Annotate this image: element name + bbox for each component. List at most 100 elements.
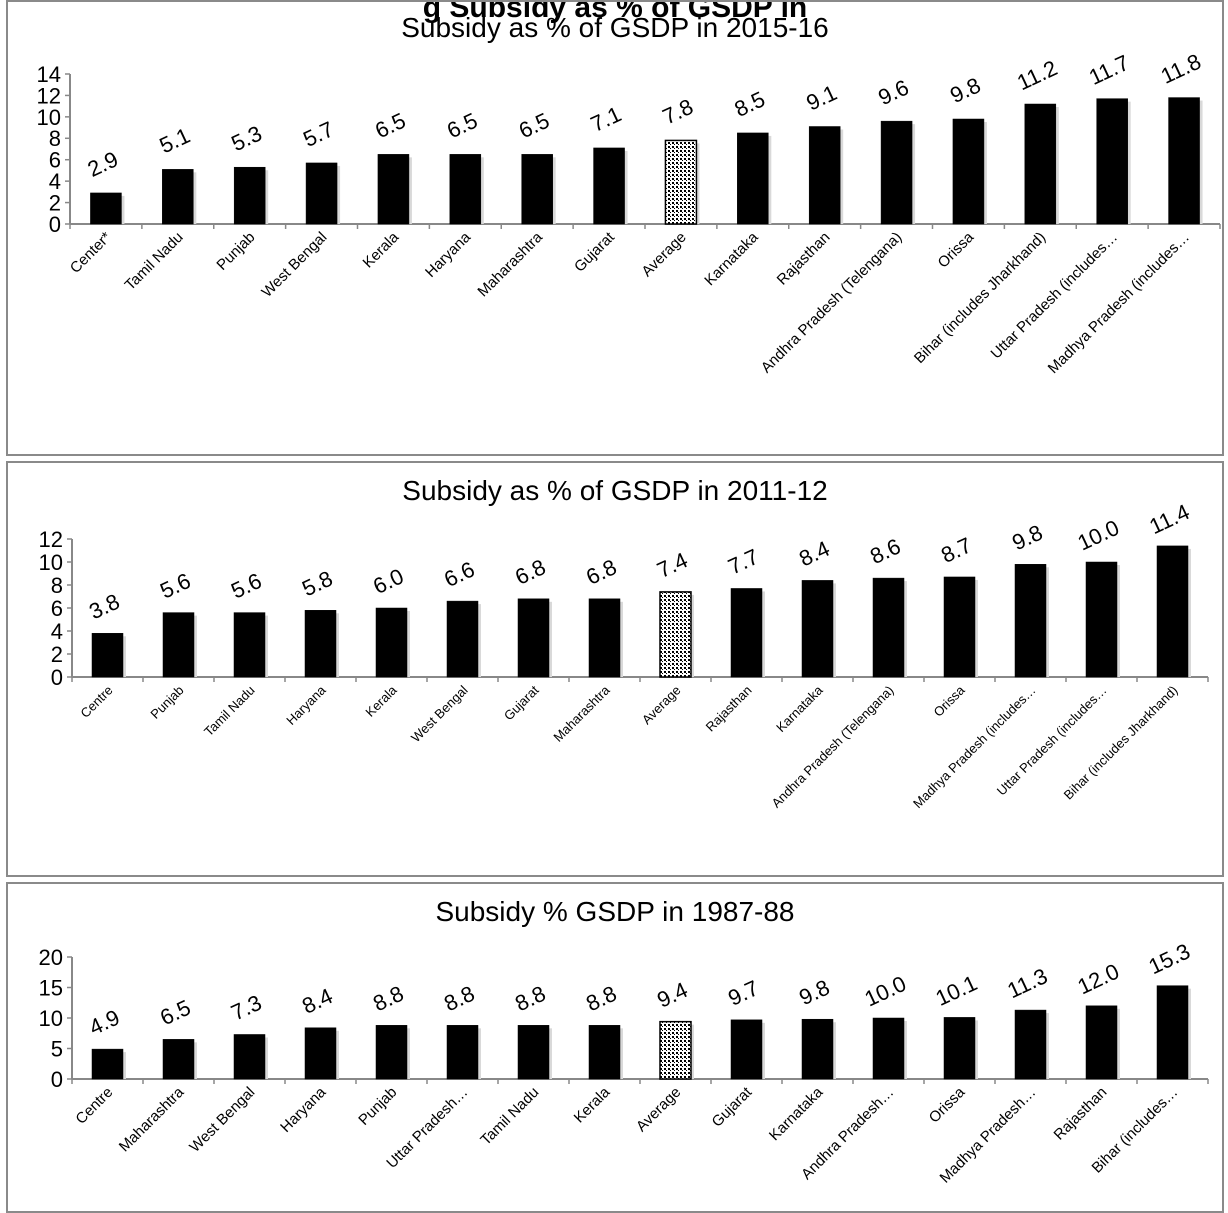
bar: [1085, 561, 1118, 678]
data-label: 11.7: [1085, 50, 1133, 90]
bar: [1014, 564, 1047, 678]
x-tick-label: Punjab: [213, 229, 258, 274]
bar: [952, 118, 985, 225]
bar: [521, 154, 553, 225]
data-label: 6.5: [443, 108, 481, 144]
y-tick-label: 20: [39, 945, 63, 970]
x-tick-label: Rajasthan: [703, 683, 755, 735]
bar: [162, 1039, 195, 1080]
data-label: 9.1: [802, 80, 840, 116]
data-label: 6.0: [369, 563, 407, 599]
bar-chart-1987-88: 0 5 10 15 20 4.9 Centre 6.5 Maharashtra 7.3 West B…: [39, 938, 1209, 1187]
y-tick-label: 12: [39, 527, 63, 552]
bar: [305, 162, 338, 225]
y-tick-label: 12: [37, 83, 61, 108]
bar: [1096, 98, 1128, 225]
data-label: 9.8: [1008, 520, 1046, 556]
bar: [588, 1025, 621, 1080]
bar: [737, 132, 769, 225]
data-label: 10.1: [932, 970, 981, 1011]
data-label: 9.8: [795, 975, 833, 1011]
chart-panel-2015-16: g Subsidy as % of GSDP in Subsidy as % o…: [6, 0, 1224, 456]
data-label: 5.1: [155, 123, 193, 159]
data-label: 9.4: [653, 977, 691, 1013]
bar: [91, 1048, 124, 1080]
x-tick-label: Average: [633, 1084, 684, 1135]
bar: [377, 154, 410, 225]
y-tick-label: 6: [51, 596, 63, 621]
x-tick-label: Rajasthan: [774, 229, 834, 289]
x-tick-label: Tamil Nadu: [201, 683, 258, 740]
y-tick-label: 0: [51, 1067, 63, 1092]
data-label: 5.8: [298, 566, 336, 602]
data-label: 9.6: [874, 75, 912, 111]
x-tick-label: Madhya Pradesh (includes…: [910, 683, 1039, 812]
bar: [872, 577, 905, 678]
data-label: 8.6: [866, 534, 904, 570]
x-tick-label: Haryana: [283, 682, 329, 728]
bar: [808, 126, 841, 225]
bar: [162, 169, 194, 225]
bar: [872, 1017, 905, 1080]
bar: [593, 147, 625, 225]
data-label: 6.5: [515, 108, 553, 144]
x-tick-label: Gujarat: [571, 228, 618, 275]
data-label: 6.5: [371, 108, 409, 144]
data-label: 8.8: [511, 981, 549, 1017]
bar: [446, 1025, 479, 1080]
y-tick-label: 8: [51, 573, 63, 598]
bar: [588, 598, 621, 678]
bar: [1156, 545, 1189, 678]
data-label: 8.8: [440, 981, 478, 1017]
bar: [1014, 1009, 1047, 1080]
x-tick-label: Centre: [77, 683, 115, 721]
x-tick-label: Kerala: [571, 1083, 614, 1126]
data-label: 5.6: [156, 568, 194, 604]
bar: [375, 1025, 408, 1080]
data-label: 11.2: [1013, 55, 1061, 95]
y-tick-label: 0: [49, 212, 61, 237]
bar: [943, 576, 976, 678]
data-label: 7.8: [659, 94, 697, 130]
bar: [1168, 97, 1200, 225]
x-tick-label: Karnataka: [773, 682, 826, 735]
data-label: 6.5: [156, 995, 194, 1031]
data-label: 2.9: [84, 146, 122, 182]
data-label: 11.8: [1157, 49, 1205, 89]
x-tick-label: Maharashtra: [550, 682, 613, 745]
x-tick-label: West Bengal: [186, 1084, 258, 1156]
bar: [801, 580, 834, 678]
x-tick-label: Punjab: [147, 683, 186, 722]
data-label: 7.3: [227, 990, 265, 1026]
data-label: 7.1: [587, 101, 625, 137]
data-label: 6.6: [440, 557, 478, 593]
y-tick-label: 5: [51, 1036, 63, 1061]
data-label: 10.0: [861, 971, 910, 1012]
bar: [304, 610, 337, 678]
data-label: 8.4: [298, 983, 336, 1019]
x-tick-label: Karnataka: [701, 228, 762, 289]
y-tick-label: 4: [49, 169, 61, 194]
x-tick-label: Tamil Nadu: [122, 229, 187, 294]
x-tick-label: Rajasthan: [1051, 1084, 1111, 1144]
data-label: 10.0: [1074, 515, 1123, 556]
bar-average: [659, 591, 692, 678]
x-tick-label: Maharashtra: [116, 1083, 188, 1155]
bar: [304, 1027, 337, 1080]
data-label: 3.8: [85, 589, 123, 625]
y-tick-label: 6: [49, 148, 61, 173]
x-tick-label: Orissa: [926, 1083, 969, 1126]
bar: [449, 154, 482, 225]
x-tick-label: Centre: [72, 1084, 116, 1128]
data-label: 12.0: [1074, 959, 1123, 1000]
bar: [90, 192, 122, 225]
page-header: g Subsidy as % of GSDP in: [422, 0, 808, 24]
x-tick-label: Average: [639, 683, 684, 728]
bar: [1156, 985, 1189, 1080]
data-label: 15.3: [1145, 938, 1194, 979]
x-tick-label: West Bengal: [408, 682, 471, 745]
bar: [730, 588, 763, 678]
y-tick-label: 0: [51, 665, 63, 690]
chart-title-2015-16: Subsidy as % of GSDP in 2015-16: [401, 12, 829, 43]
